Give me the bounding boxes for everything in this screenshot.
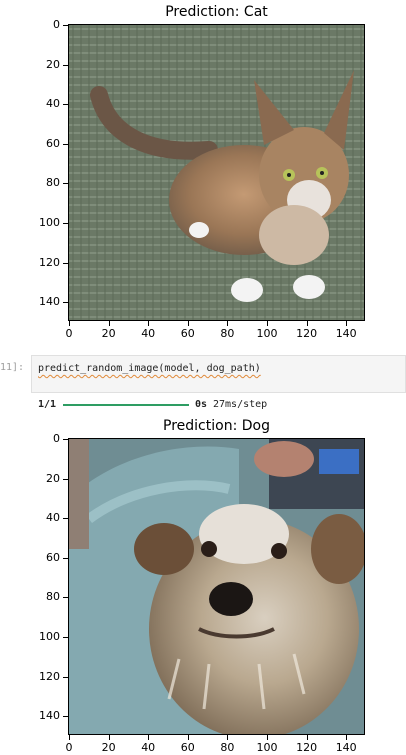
- cat-axis-xtick-label: 40: [141, 327, 156, 340]
- cat-axis-ytick-mark: [63, 302, 68, 304]
- cat-axis-ytick-label: 140: [39, 295, 60, 309]
- dog-axis-ytick-label: 120: [39, 669, 60, 683]
- dog-axis-xtick-mark: [346, 735, 348, 740]
- dog-axis-ytick-label: 80: [46, 590, 60, 604]
- progress-time: 0s: [195, 399, 208, 410]
- dog-axis-ytick-mark: [63, 676, 68, 678]
- cat-axis-xtick-mark: [266, 321, 268, 326]
- cat-axis-ytick-label: 0: [53, 17, 60, 31]
- cat-axis-ytick-mark: [63, 143, 68, 145]
- cat-axis-ytick-label: 40: [46, 97, 60, 111]
- dog-axis-xtick-mark: [306, 735, 308, 740]
- cat-axis-xtick-label: 20: [101, 327, 116, 340]
- cat-axis-xtick-mark: [148, 321, 150, 326]
- dog-image: [69, 439, 364, 734]
- cat-axis-ytick-label: 100: [39, 215, 60, 229]
- cat-axis-ytick-mark: [63, 64, 68, 66]
- dog-axis-xtick-mark: [68, 735, 70, 740]
- cat-axis-ytick-label: 80: [46, 176, 60, 190]
- cat-axis-ytick-label: 60: [46, 136, 60, 150]
- cat-axis-xtick-mark: [68, 321, 70, 326]
- dog-axis-ytick-label: 60: [46, 550, 60, 564]
- cat-axis-ytick-mark: [63, 222, 68, 224]
- dog-axis-xtick-mark: [266, 735, 268, 740]
- dog-axis-ytick-mark: [63, 518, 68, 520]
- cat-axis-xtick-label: 120: [296, 327, 318, 340]
- cat-axis-ytick-label: 20: [46, 57, 60, 71]
- cat-axis-xtick-label: 100: [256, 327, 278, 340]
- dog-axis-xtick-label: 120: [296, 741, 318, 754]
- dog-axis-xtick-label: 40: [141, 741, 156, 754]
- dog-axis-xtick-label: 100: [256, 741, 278, 754]
- cell-prompt: 11]:: [0, 362, 25, 373]
- dog-axis-ytick-mark: [63, 597, 68, 599]
- dog-axis-ytick-label: 0: [53, 431, 60, 445]
- dog-axis-ytick-mark: [63, 438, 68, 440]
- cat-axis-xtick-label: 140: [335, 327, 357, 340]
- dog-axis-xtick-label: 0: [65, 741, 73, 754]
- code-line[interactable]: predict_random_image(model, dog_path): [38, 363, 261, 374]
- progress-rate: 27ms/step: [213, 399, 268, 410]
- cat-axis-xtick-mark: [108, 321, 110, 326]
- progress-bar: [63, 404, 189, 406]
- cat-axis-xtick-label: 80: [220, 327, 235, 340]
- dog-axis-ytick-label: 140: [39, 709, 60, 723]
- cat-axis-ytick-label: 120: [39, 255, 60, 269]
- cat-axis-xtick-mark: [306, 321, 308, 326]
- dog-axis-xtick-label: 140: [335, 741, 357, 754]
- dog-axis-xtick-label: 60: [180, 741, 195, 754]
- dog-axis-ytick-mark: [63, 557, 68, 559]
- cat-axis-ytick-mark: [63, 183, 68, 185]
- plot-title-cat: Prediction: Cat: [165, 4, 268, 20]
- dog-axis-ytick-mark: [63, 478, 68, 480]
- plot-title-dog: Prediction: Dog: [163, 418, 270, 434]
- dog-axis-ytick-label: 20: [46, 471, 60, 485]
- cat-axis-ytick-mark: [63, 104, 68, 106]
- dog-axis-ytick-label: 40: [46, 511, 60, 525]
- cat-axis-xtick-mark: [187, 321, 189, 326]
- cat-axis-xtick-mark: [227, 321, 229, 326]
- cat-image-axes: [68, 24, 365, 321]
- dog-axis-xtick-mark: [148, 735, 150, 740]
- cat-axis-xtick-label: 0: [65, 327, 73, 340]
- dog-axis-ytick-mark: [63, 636, 68, 638]
- dog-axis-xtick-mark: [108, 735, 110, 740]
- cat-axis-xtick-label: 60: [180, 327, 195, 340]
- dog-axis-xtick-label: 20: [101, 741, 116, 754]
- dog-axis-ytick-label: 100: [39, 629, 60, 643]
- dog-axis-xtick-label: 80: [220, 741, 235, 754]
- dog-image-axes: [68, 438, 365, 735]
- cat-image: [69, 25, 364, 320]
- dog-axis-xtick-mark: [187, 735, 189, 740]
- cat-axis-ytick-mark: [63, 262, 68, 264]
- dog-axis-ytick-mark: [63, 716, 68, 718]
- dog-axis-xtick-mark: [227, 735, 229, 740]
- cat-axis-ytick-mark: [63, 24, 68, 26]
- cat-axis-xtick-mark: [346, 321, 348, 326]
- code-cell-input[interactable]: predict_random_image(model, dog_path): [31, 355, 406, 393]
- progress-step: 1/1: [38, 399, 57, 410]
